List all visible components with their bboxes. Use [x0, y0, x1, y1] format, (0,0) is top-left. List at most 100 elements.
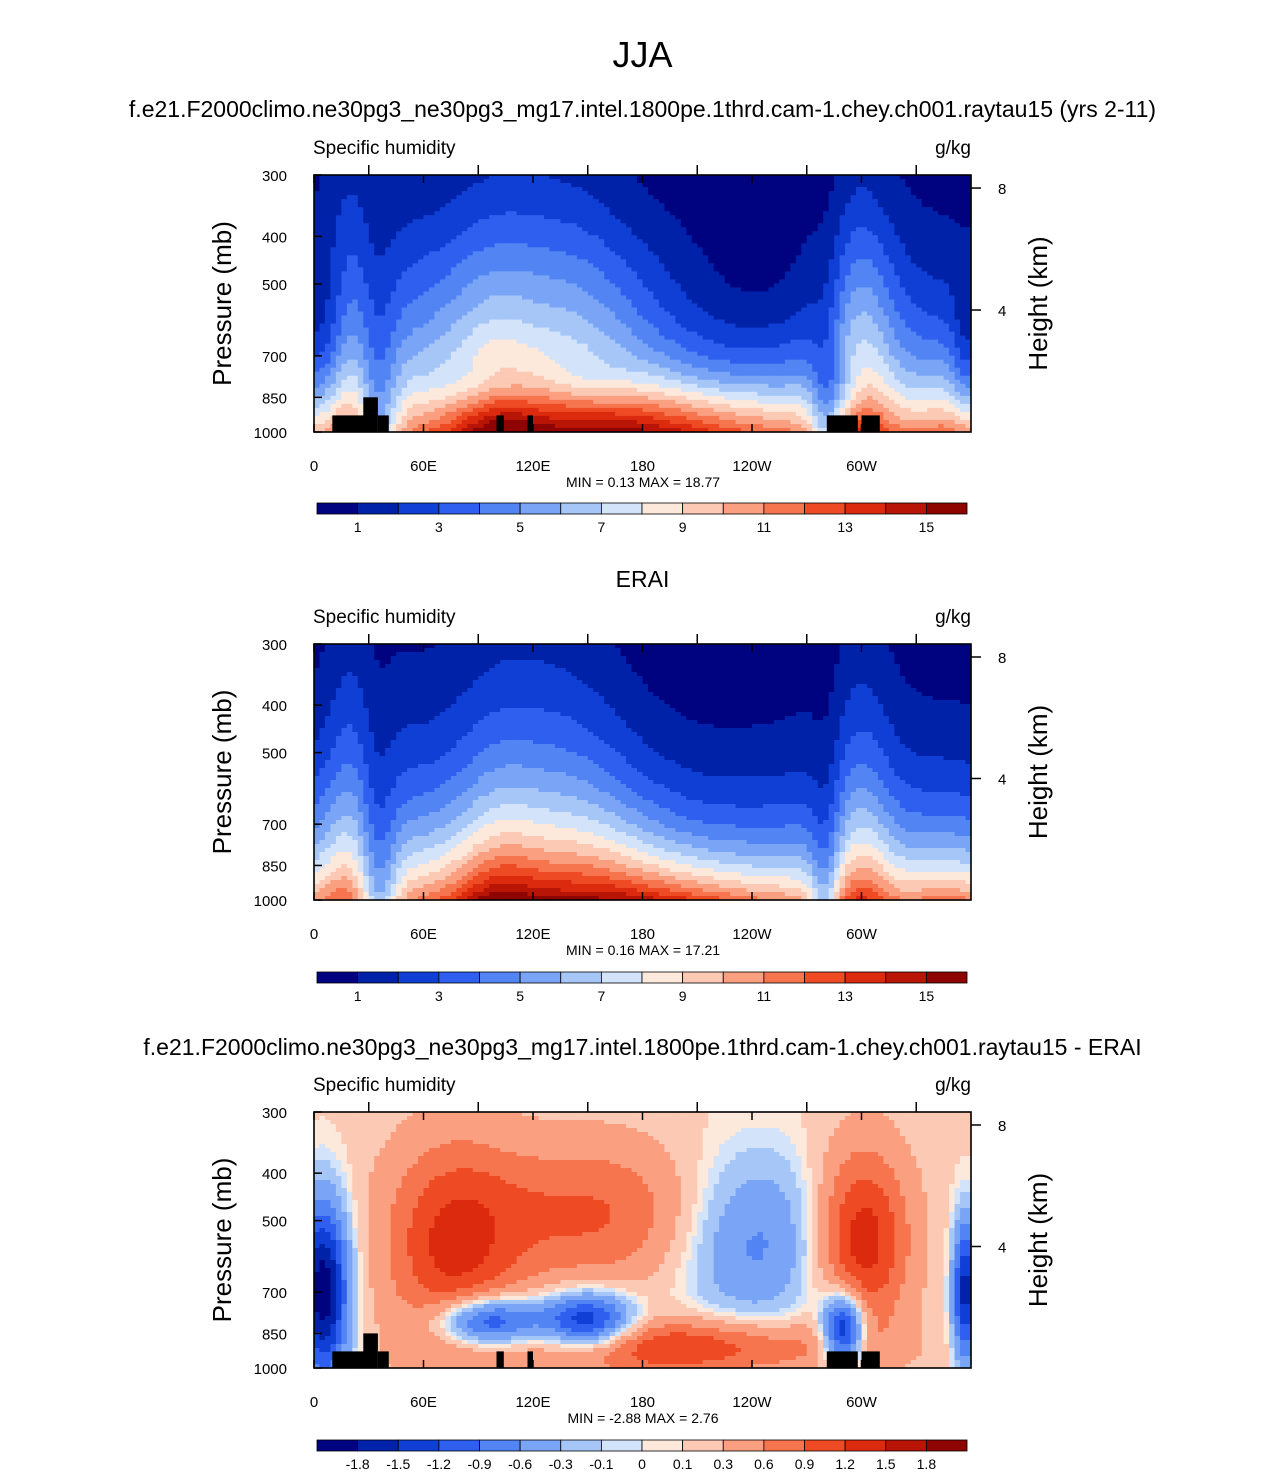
contour-cell	[319, 275, 326, 281]
contour-cell	[549, 211, 556, 216]
contour-cell	[680, 263, 687, 268]
contour-cell	[784, 279, 791, 285]
contour-cell	[549, 307, 556, 313]
contour-cell	[450, 271, 457, 276]
contour-cell	[335, 215, 342, 220]
contour-cell	[571, 299, 578, 305]
contour-cell	[357, 179, 364, 184]
contour-cell	[768, 319, 775, 325]
contour-cell	[489, 195, 496, 200]
contour-cell	[543, 231, 551, 236]
contour-cell	[593, 307, 600, 313]
contour-cell	[423, 263, 430, 268]
contour-cell	[335, 335, 342, 341]
contour-cell	[938, 191, 945, 196]
contour-cell	[680, 199, 687, 204]
contour-cell	[363, 223, 370, 228]
contour-cell	[418, 243, 425, 248]
contour-cell	[352, 319, 359, 325]
contour-cell	[533, 315, 540, 321]
contour-cell	[675, 295, 682, 301]
contour-cell	[741, 283, 748, 289]
contour-cell	[938, 291, 945, 297]
contour-cell	[379, 319, 386, 325]
contour-cell	[379, 211, 386, 216]
contour-cell	[549, 227, 556, 232]
contour-cell	[549, 319, 556, 325]
contour-cell	[538, 203, 545, 208]
contour-cell	[746, 263, 753, 268]
contour-cell	[828, 255, 835, 260]
contour-cell	[533, 191, 540, 196]
contour-cell	[418, 183, 425, 188]
contour-cell	[823, 187, 830, 192]
contour-cell	[549, 315, 556, 321]
contour-cell	[899, 291, 906, 297]
contour-cell	[538, 295, 545, 301]
contour-cell	[533, 339, 540, 345]
contour-cell	[790, 203, 797, 208]
contour-cell	[324, 275, 332, 281]
contour-cell	[631, 203, 638, 208]
contour-cell	[516, 315, 523, 321]
contour-cell	[899, 219, 906, 224]
contour-cell	[500, 247, 507, 252]
contour-cell	[341, 331, 348, 337]
contour-cell	[604, 207, 611, 212]
contour-cell	[675, 211, 682, 216]
contour-cell	[834, 179, 841, 184]
contour-cell	[691, 175, 698, 180]
contour-cell	[746, 315, 753, 321]
contour-cell	[691, 335, 698, 341]
contour-cell	[456, 339, 463, 345]
contour-cell	[560, 179, 567, 184]
contour-cell	[439, 319, 446, 325]
contour-cell	[363, 195, 370, 200]
contour-cell	[401, 311, 408, 317]
contour-cell	[954, 203, 961, 208]
contour-cell	[428, 251, 436, 256]
contour-cell	[894, 227, 901, 232]
contour-cell	[576, 287, 583, 293]
contour-cell	[505, 223, 512, 228]
contour-cell	[489, 263, 496, 268]
contour-cell	[779, 283, 786, 289]
contour-cell	[516, 283, 523, 289]
contour-cell	[330, 243, 337, 248]
contour-cell	[637, 195, 644, 200]
contour-cell	[960, 279, 967, 285]
contour-cell	[647, 195, 655, 200]
contour-cell	[385, 299, 392, 305]
contour-cell	[593, 179, 600, 184]
contour-cell	[571, 263, 578, 268]
contour-cell	[494, 235, 501, 240]
contour-cell	[604, 295, 611, 301]
contour-cell	[593, 195, 600, 200]
contour-cell	[647, 175, 655, 180]
contour-cell	[746, 179, 753, 184]
contour-cell	[899, 255, 906, 260]
contour-cell	[604, 335, 611, 341]
contour-cell	[576, 323, 583, 329]
contour-cell	[412, 271, 419, 276]
contour-cell	[888, 335, 895, 341]
contour-cell	[872, 199, 879, 204]
contour-cell	[516, 183, 523, 188]
contour-cell	[445, 187, 452, 192]
contour-cell	[823, 259, 830, 264]
contour-cell	[571, 235, 578, 240]
contour-cell	[823, 239, 830, 244]
contour-cell	[576, 187, 583, 192]
contour-cell	[647, 267, 655, 272]
contour-cell	[899, 231, 906, 236]
contour-cell	[757, 199, 764, 204]
contour-cell	[686, 319, 693, 325]
contour-cell	[390, 251, 397, 256]
contour-cell	[916, 327, 923, 333]
contour-cell	[866, 263, 874, 268]
contour-cell	[823, 251, 830, 256]
contour-cell	[357, 287, 364, 293]
contour-cell	[856, 211, 863, 216]
contour-cell	[511, 179, 518, 184]
contour-cell	[626, 323, 633, 329]
